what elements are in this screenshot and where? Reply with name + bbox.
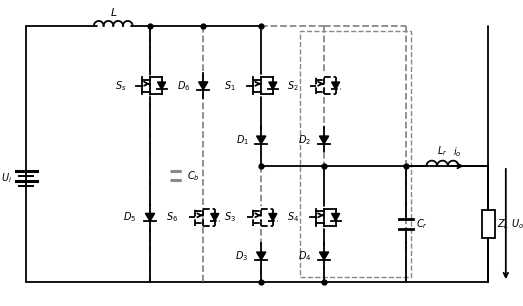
Text: $D_2$: $D_2$ <box>299 133 312 147</box>
Text: $Z_L$: $Z_L$ <box>497 217 509 231</box>
Text: $D_3$: $D_3$ <box>235 249 248 263</box>
Polygon shape <box>269 214 277 221</box>
Polygon shape <box>320 136 328 144</box>
Text: $S_2$: $S_2$ <box>287 79 299 93</box>
Text: $U_o$: $U_o$ <box>510 217 523 231</box>
Polygon shape <box>157 82 166 89</box>
Polygon shape <box>332 82 340 89</box>
Polygon shape <box>257 252 266 260</box>
Text: $S_3$: $S_3$ <box>224 210 236 224</box>
Text: $D_5$: $D_5$ <box>123 210 137 224</box>
Polygon shape <box>320 252 328 260</box>
Text: $D_6$: $D_6$ <box>177 79 190 93</box>
Text: $D_4$: $D_4$ <box>298 249 312 263</box>
Polygon shape <box>269 82 277 89</box>
Text: $S_6$: $S_6$ <box>166 210 178 224</box>
Polygon shape <box>332 214 340 221</box>
Polygon shape <box>211 214 219 221</box>
Polygon shape <box>145 213 155 221</box>
Text: $L_r$: $L_r$ <box>437 144 448 158</box>
Text: $C_r$: $C_r$ <box>416 217 428 231</box>
Polygon shape <box>199 82 208 90</box>
Text: $S_1$: $S_1$ <box>224 79 236 93</box>
Polygon shape <box>257 136 266 144</box>
Text: $D_1$: $D_1$ <box>235 133 248 147</box>
Text: $S_4$: $S_4$ <box>287 210 299 224</box>
Text: $C_b$: $C_b$ <box>187 169 200 183</box>
Text: $L$: $L$ <box>109 6 117 18</box>
Text: $U_i$: $U_i$ <box>1 172 12 185</box>
Text: $S_s$: $S_s$ <box>115 79 127 93</box>
Bar <box>482 211 495 237</box>
Text: $i_o$: $i_o$ <box>453 145 461 159</box>
